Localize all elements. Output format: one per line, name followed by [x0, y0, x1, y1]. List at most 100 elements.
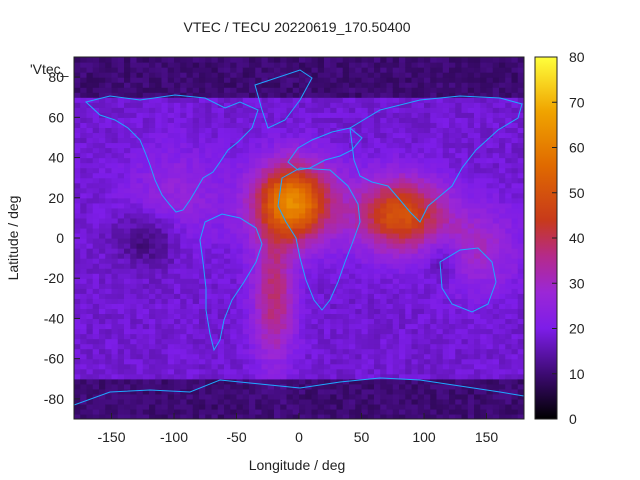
heatmap-cell [224, 167, 231, 174]
heatmap-cell [417, 238, 425, 244]
heatmap-cell [442, 358, 450, 365]
heatmap-cell [217, 102, 225, 108]
heatmap-cell [86, 403, 94, 410]
heatmap-cell [205, 393, 213, 400]
heatmap-cell [111, 232, 119, 239]
heatmap-cell [174, 62, 181, 68]
heatmap-cell [430, 383, 438, 390]
heatmap-cell [99, 338, 106, 345]
heatmap-cell [186, 157, 194, 164]
heatmap-cell [336, 358, 344, 365]
heatmap-cell [236, 303, 244, 309]
heatmap-cell [367, 323, 375, 330]
heatmap-cell [261, 137, 269, 144]
heatmap-cell [186, 192, 194, 199]
heatmap-cell [392, 122, 400, 128]
heatmap-cell [211, 137, 219, 144]
heatmap-cell [311, 127, 319, 134]
heatmap-cell [211, 278, 219, 284]
heatmap-cell [167, 67, 175, 73]
heatmap-cell [305, 308, 313, 315]
heatmap-cell [311, 238, 319, 244]
heatmap-cell [274, 87, 281, 93]
heatmap-cell [417, 172, 425, 179]
heatmap-cell [286, 313, 294, 320]
heatmap-cell [349, 378, 356, 385]
heatmap-cell [499, 388, 506, 395]
heatmap-cell [424, 338, 431, 345]
heatmap-cell [342, 273, 350, 279]
heatmap-cell [261, 348, 269, 355]
heatmap-cell [355, 363, 363, 370]
heatmap-cell [174, 338, 181, 345]
heatmap-cell [167, 222, 175, 229]
heatmap-cell [105, 97, 113, 103]
heatmap-cell [342, 343, 350, 350]
heatmap-cell [436, 358, 444, 365]
heatmap-cell [386, 132, 394, 139]
heatmap-cell [242, 293, 250, 299]
heatmap-cell [136, 187, 144, 194]
heatmap-cell [405, 413, 413, 419]
heatmap-cell [392, 268, 400, 274]
heatmap-cell [386, 227, 394, 234]
heatmap-cell [267, 92, 275, 98]
heatmap-cell [324, 403, 331, 410]
heatmap-cell [417, 248, 425, 254]
heatmap-cell [405, 152, 413, 159]
heatmap-cell [461, 132, 469, 139]
heatmap-cell [405, 258, 413, 264]
heatmap-cell [361, 92, 369, 98]
heatmap-cell [224, 202, 231, 209]
heatmap-cell [174, 202, 181, 209]
heatmap-cell [249, 388, 256, 395]
heatmap-cell [492, 338, 500, 345]
heatmap-cell [161, 283, 169, 289]
heatmap-cell [467, 333, 475, 340]
heatmap-cell [417, 408, 425, 415]
heatmap-cell [155, 187, 163, 194]
heatmap-cell [305, 227, 313, 234]
heatmap-cell [92, 288, 100, 294]
heatmap-cell [467, 127, 475, 134]
heatmap-cell [155, 202, 163, 209]
heatmap-cell [317, 187, 325, 194]
heatmap-cell [449, 207, 456, 214]
heatmap-cell [417, 182, 425, 189]
heatmap-cell [224, 132, 231, 139]
heatmap-cell [242, 343, 250, 350]
heatmap-cell [236, 308, 244, 315]
heatmap-cell [167, 182, 175, 189]
heatmap-cell [361, 112, 369, 118]
heatmap-cell [267, 152, 275, 159]
heatmap-cell [405, 232, 413, 239]
heatmap-cell [424, 87, 431, 93]
heatmap-cell [499, 82, 506, 88]
heatmap-cell [324, 328, 331, 335]
heatmap-cell [192, 182, 200, 189]
heatmap-cell [374, 263, 381, 269]
heatmap-cell [105, 217, 113, 224]
heatmap-cell [155, 343, 163, 350]
heatmap-cell [367, 137, 375, 144]
heatmap-cell [442, 368, 450, 375]
heatmap-cell [436, 248, 444, 254]
heatmap-cell [499, 263, 506, 269]
heatmap-cell [80, 388, 88, 395]
heatmap-cell [336, 132, 344, 139]
heatmap-cell [255, 142, 263, 149]
heatmap-cell [217, 313, 225, 320]
heatmap-cell [80, 238, 88, 244]
heatmap-cell [161, 192, 169, 199]
heatmap-cell [192, 358, 200, 365]
heatmap-cell [242, 353, 250, 360]
heatmap-cell [336, 238, 344, 244]
heatmap-cell [249, 393, 256, 400]
heatmap-cell [374, 323, 381, 330]
heatmap-cell [186, 318, 194, 325]
heatmap-cell [180, 77, 188, 83]
heatmap-cell [74, 298, 81, 304]
heatmap-cell [99, 177, 106, 184]
heatmap-cell [155, 217, 163, 224]
heatmap-cell [92, 318, 100, 325]
